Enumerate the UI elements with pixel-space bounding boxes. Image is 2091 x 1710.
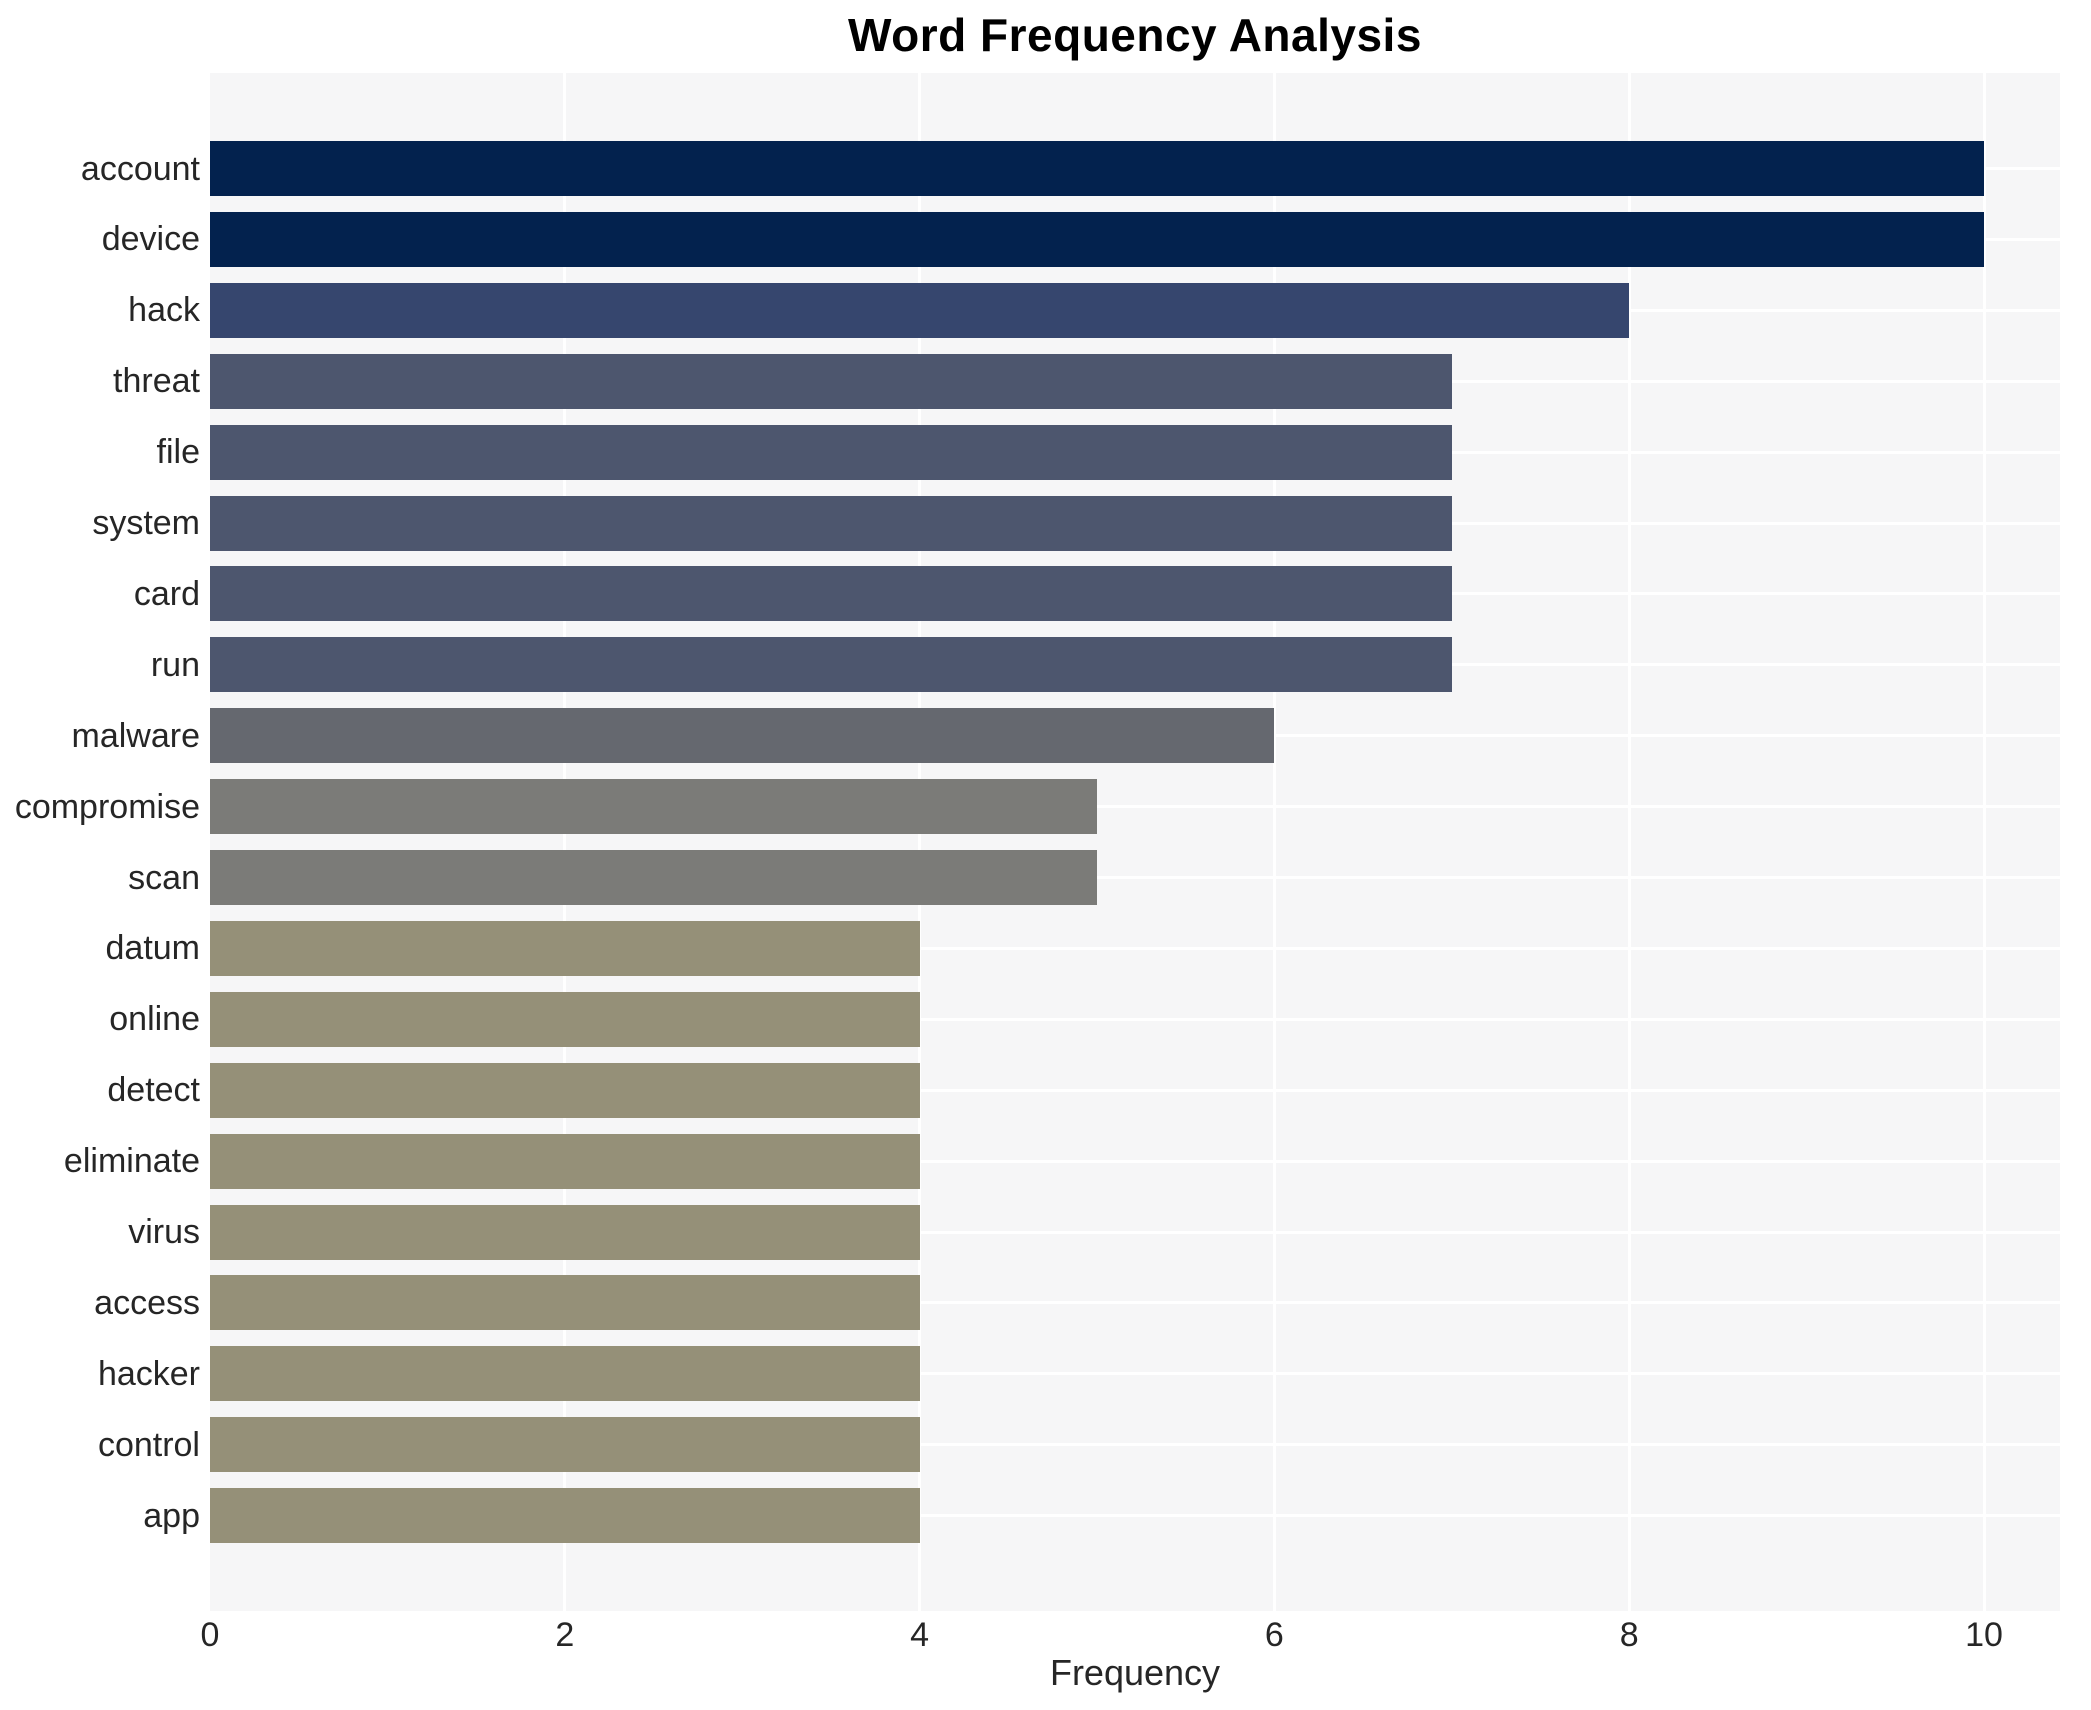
gridline-vertical bbox=[1272, 73, 1276, 1611]
plot-area bbox=[210, 73, 2060, 1611]
bar-control bbox=[210, 1417, 920, 1473]
y-tick-label: access bbox=[94, 1283, 200, 1322]
gridline-vertical bbox=[918, 73, 922, 1611]
y-tick-label: datum bbox=[105, 929, 201, 968]
x-axis-label: Frequency bbox=[1049, 1652, 1221, 1693]
bar-run bbox=[210, 637, 1452, 693]
x-tick-label: 10 bbox=[1965, 1616, 2003, 1654]
y-tick-label: eliminate bbox=[63, 1142, 200, 1181]
y-tick-label: control bbox=[97, 1425, 200, 1464]
bar-file bbox=[210, 424, 1452, 480]
gridline-horizontal bbox=[210, 805, 2060, 809]
bar-access bbox=[210, 1275, 920, 1331]
gridline-horizontal bbox=[210, 1443, 2060, 1447]
y-tick-label: compromise bbox=[14, 787, 200, 826]
bar-app bbox=[210, 1488, 920, 1544]
y-tick-label: scan bbox=[128, 858, 200, 897]
y-tick-label: hack bbox=[128, 291, 200, 330]
x-tick-label: 4 bbox=[910, 1616, 930, 1654]
bar-system bbox=[210, 495, 1452, 551]
x-tick-label: 2 bbox=[555, 1616, 575, 1654]
y-tick-label: threat bbox=[113, 362, 200, 401]
gridline-horizontal bbox=[210, 876, 2060, 879]
y-tick-label: run bbox=[150, 645, 200, 684]
y-tick-label: device bbox=[101, 220, 200, 259]
x-tick-label: 0 bbox=[200, 1616, 220, 1654]
bar-malware bbox=[210, 708, 1275, 764]
y-tick-label: malware bbox=[71, 716, 200, 755]
bar-card bbox=[210, 566, 1452, 622]
gridline-vertical bbox=[1627, 73, 1631, 1611]
y-tick-label: hacker bbox=[97, 1354, 200, 1393]
x-tick-label: 6 bbox=[1264, 1616, 1284, 1654]
y-tick-label: virus bbox=[128, 1213, 200, 1251]
bar-detect bbox=[210, 1062, 920, 1118]
gridline-horizontal bbox=[210, 1514, 2060, 1518]
bar-compromise bbox=[210, 779, 1097, 835]
gridline-vertical bbox=[563, 73, 567, 1611]
bar-account bbox=[210, 141, 1984, 196]
x-tick-label: 8 bbox=[1619, 1616, 1639, 1654]
y-tick-label: app bbox=[143, 1496, 200, 1535]
gridline-vertical bbox=[1982, 73, 1986, 1611]
y-tick-label: card bbox=[133, 574, 200, 613]
y-tick-label: account bbox=[80, 149, 200, 188]
gridline-horizontal bbox=[210, 1159, 2060, 1163]
bar-device bbox=[210, 211, 1984, 267]
y-tick-label: system bbox=[92, 504, 200, 542]
bar-hack bbox=[210, 282, 1630, 338]
gridline-horizontal bbox=[210, 1301, 2060, 1305]
gridline-horizontal bbox=[210, 1372, 2060, 1376]
bar-datum bbox=[210, 920, 920, 976]
y-tick-label: file bbox=[156, 433, 200, 472]
y-tick-label: online bbox=[109, 1000, 200, 1039]
y-tick-label: detect bbox=[107, 1071, 200, 1110]
gridline-horizontal bbox=[210, 1230, 2060, 1234]
gridline-horizontal bbox=[210, 1017, 2060, 1021]
bar-threat bbox=[210, 353, 1452, 409]
bar-online bbox=[210, 991, 920, 1047]
gridline-horizontal bbox=[210, 1088, 2060, 1092]
chart-title: Word Frequency Analysis bbox=[848, 9, 1422, 61]
bar-virus bbox=[210, 1204, 920, 1260]
bar-hacker bbox=[210, 1346, 920, 1402]
bar-eliminate bbox=[210, 1133, 920, 1189]
gridline-horizontal bbox=[210, 946, 2060, 950]
bar-scan bbox=[210, 850, 1097, 905]
